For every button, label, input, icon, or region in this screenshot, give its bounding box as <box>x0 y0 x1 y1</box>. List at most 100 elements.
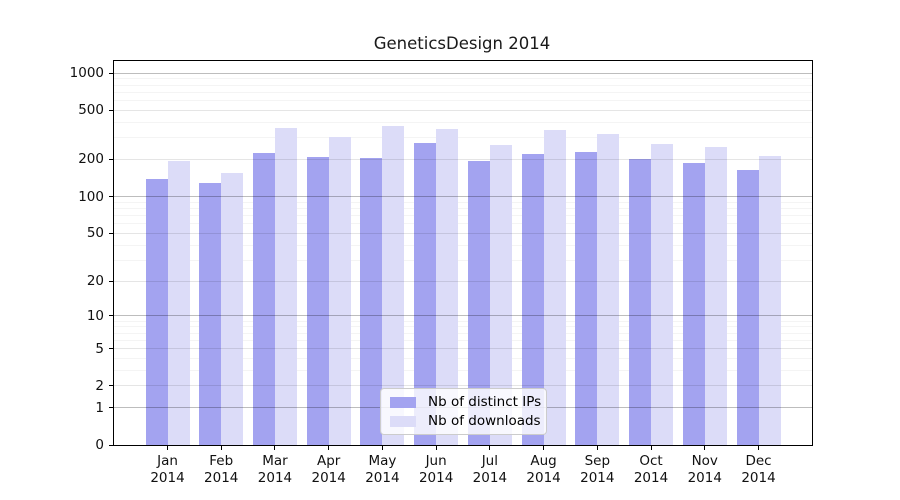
gridline-y-4 <box>114 357 812 359</box>
bar-distinct_ips-dec <box>736 170 759 445</box>
plot-area: 0 1 2 5 10 20 50 100 200 500 1000 Jan 2014 Feb 2014 Mar… <box>70 60 813 486</box>
gridline-y-30 <box>114 259 812 261</box>
bar-downloads-jun <box>436 129 459 445</box>
bar-distinct_ips-mar <box>252 153 275 445</box>
gridline-y-9 <box>114 320 812 322</box>
gridline-y-900 <box>114 78 812 80</box>
x-tick-label-apr: Apr 2014 <box>311 453 346 486</box>
gridline-y-10 <box>114 315 812 317</box>
legend: Nb of distinct IPs Nb of downloads <box>380 388 547 435</box>
gridline-y-2 <box>114 385 812 387</box>
bar-distinct_ips-nov <box>682 163 705 445</box>
gridline-y-7 <box>114 332 812 334</box>
x-tick-jun <box>435 445 437 450</box>
y-tick-10 <box>109 315 114 317</box>
bar-downloads-dec <box>758 155 781 445</box>
y-tick-500 <box>109 109 114 111</box>
y-tick-label-2: 2 <box>95 377 104 394</box>
bar-distinct_ips-oct <box>629 159 652 445</box>
y-tick-0 <box>109 444 114 446</box>
x-tick-label-may: May 2014 <box>365 453 400 486</box>
x-tick-label-nov: Nov 2014 <box>687 453 722 486</box>
bar-distinct_ips-aug <box>521 154 544 445</box>
gridline-y-50 <box>114 232 812 234</box>
x-tick-apr <box>328 445 330 450</box>
y-tick-200 <box>109 158 114 160</box>
x-tick-label-sep: Sep 2014 <box>580 453 615 486</box>
x-tick-label-jan: Jan 2014 <box>150 453 185 486</box>
x-tick-dec <box>758 445 759 450</box>
y-tick-label-0: 0 <box>95 437 104 453</box>
gridline-y-5 <box>114 348 812 350</box>
legend-swatch-distinct-ips <box>390 396 416 408</box>
x-tick-label-oct: Oct 2014 <box>633 453 669 486</box>
bar-downloads-nov <box>704 146 727 445</box>
bar-downloads-sep <box>597 134 620 445</box>
x-tick-label-dec: Dec 2014 <box>741 453 776 486</box>
legend-item-downloads: Nb of downloads <box>387 413 541 429</box>
gridline-y-200 <box>114 158 812 160</box>
y-tick-label-1000: 1000 <box>69 65 104 82</box>
bar-downloads-jan <box>167 160 190 445</box>
x-tick-may <box>381 445 383 450</box>
legend-label-distinct-ips: Nb of distinct IPs <box>428 394 542 410</box>
gridline-y-60 <box>114 223 812 225</box>
bar-downloads-apr <box>328 136 351 445</box>
x-tick-mar <box>274 445 276 450</box>
y-tick-label-200: 200 <box>78 151 104 168</box>
y-tick-1 <box>109 407 114 409</box>
gridline-y-800 <box>114 84 812 86</box>
y-tick-5 <box>109 348 114 350</box>
bar-distinct_ips-jul <box>467 161 490 445</box>
y-tick-100 <box>109 196 114 198</box>
gridline-y-700 <box>114 91 812 93</box>
gridline-y-1000 <box>114 72 812 74</box>
bar-distinct_ips-jan <box>145 179 168 445</box>
y-tick-label-1: 1 <box>95 399 104 416</box>
bar-downloads-jul <box>489 145 512 445</box>
gridline-y-80 <box>114 207 812 209</box>
y-tick-2 <box>109 385 114 387</box>
legend-label-downloads: Nb of downloads <box>428 413 541 429</box>
bar-distinct_ips-sep <box>575 151 598 445</box>
bar-distinct_ips-jun <box>414 142 437 445</box>
y-tick-label-500: 500 <box>78 102 104 119</box>
gridline-y-6 <box>114 339 812 341</box>
gridline-y-90 <box>114 201 812 203</box>
bar-downloads-oct <box>651 144 674 445</box>
gridline-y-300 <box>114 137 812 139</box>
y-tick-label-20: 20 <box>86 273 104 290</box>
bar-downloads-feb <box>221 173 244 445</box>
y-tick-label-5: 5 <box>95 340 104 357</box>
chart-title: GeneticsDesign 2014 <box>373 34 551 53</box>
x-tick-label-aug: Aug 2014 <box>526 453 561 486</box>
bar-distinct_ips-apr <box>306 157 329 445</box>
gridline-y-40 <box>114 244 812 246</box>
gridline-y-70 <box>114 215 812 216</box>
y-tick-label-10: 10 <box>86 307 104 324</box>
legend-item-distinct-ips: Nb of distinct IPs <box>387 394 542 410</box>
x-tick-sep <box>596 445 598 450</box>
x-tick-label-jun: Jun 2014 <box>418 453 454 486</box>
bar-downloads-mar <box>274 127 297 445</box>
y-tick-label-50: 50 <box>86 225 104 242</box>
x-tick-label-feb: Feb 2014 <box>204 453 239 486</box>
y-tick-20 <box>109 280 114 282</box>
gridline-y-600 <box>114 100 812 101</box>
legend-swatch-downloads <box>390 415 416 427</box>
bar-distinct_ips-may <box>360 158 383 445</box>
bar-downloads-may <box>382 125 405 445</box>
gridline-y-500 <box>114 109 812 111</box>
x-tick-jul <box>489 445 491 450</box>
x-tick-label-jul: Jul 2014 <box>472 453 508 486</box>
y-tick-1000 <box>109 72 114 74</box>
gridline-y-8 <box>114 326 812 328</box>
bar-downloads-aug <box>543 130 566 445</box>
y-tick-50 <box>109 232 114 234</box>
gridline-y-100 <box>114 196 812 198</box>
gridline-y-20 <box>114 280 812 282</box>
x-tick-aug <box>543 445 545 450</box>
gridline-y-400 <box>114 121 812 123</box>
x-tick-jan <box>167 445 168 450</box>
